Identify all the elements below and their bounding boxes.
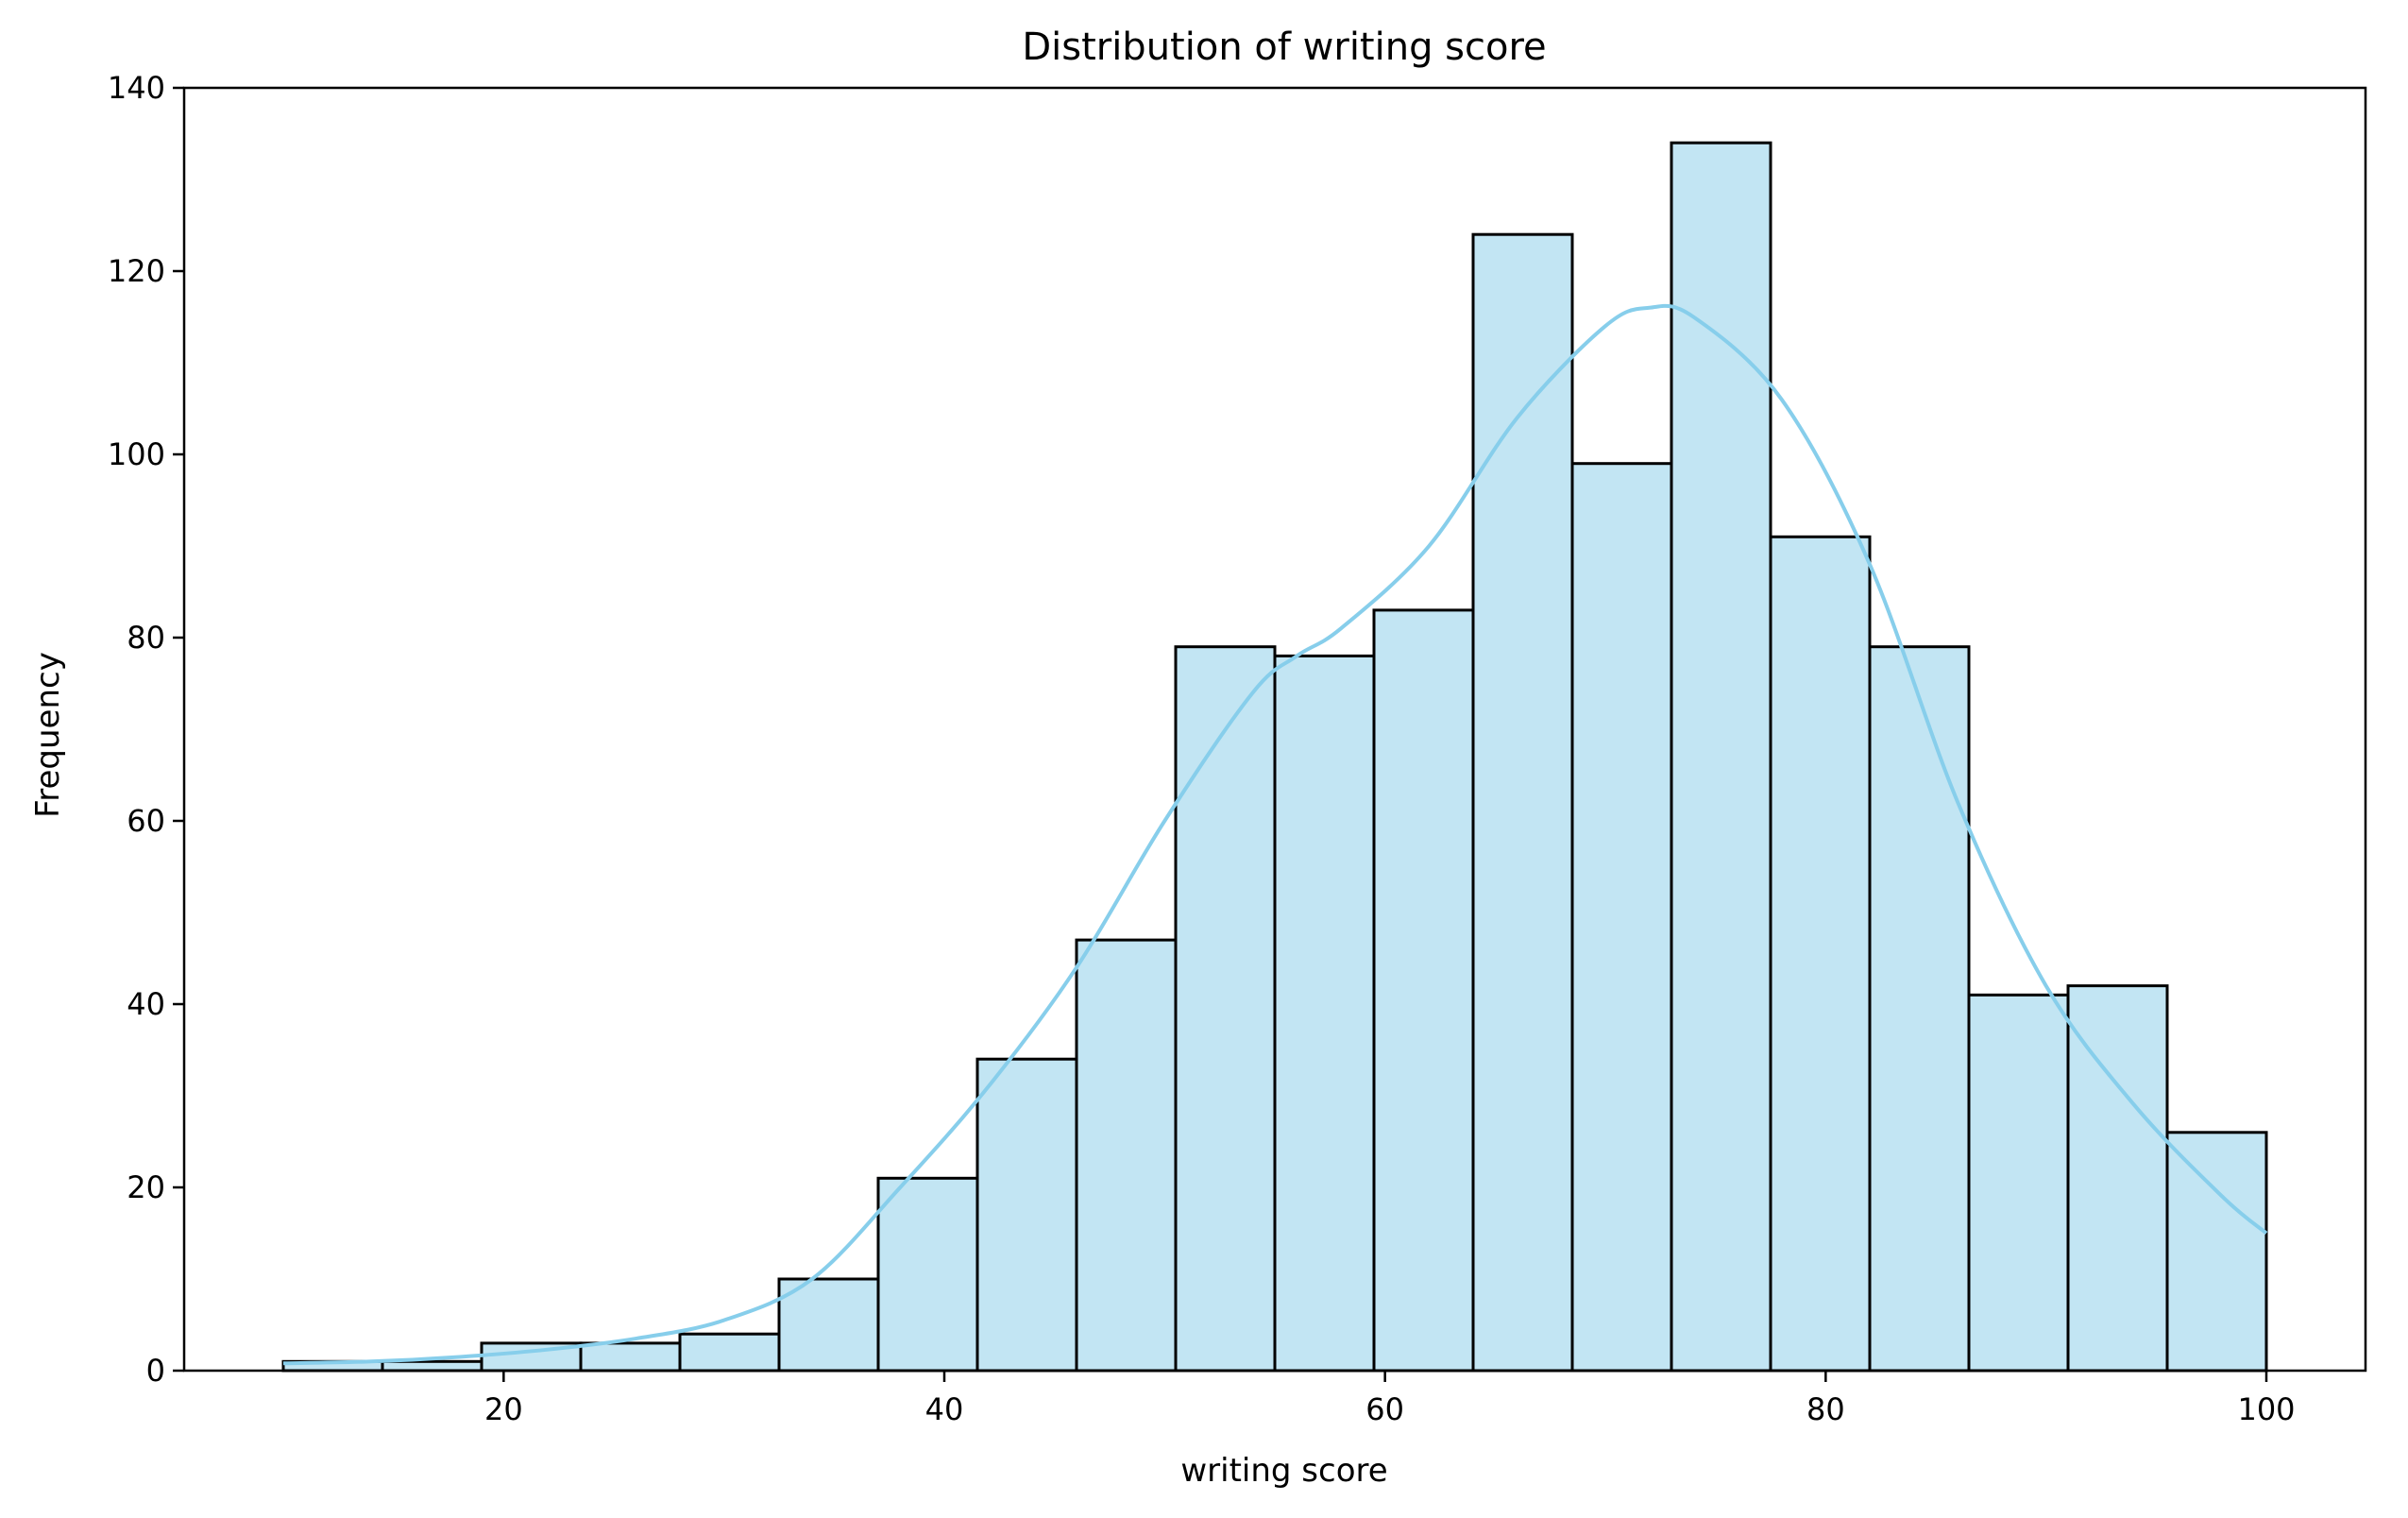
x-tick-label: 100 — [2237, 1391, 2295, 1427]
histogram-bar-13 — [1570, 462, 1673, 1373]
y-tick-label: 60 — [127, 803, 165, 839]
histogram-bar-11 — [1372, 608, 1475, 1373]
histogram-bar-16 — [1868, 645, 1971, 1373]
y-axis-ticks: 0 20 40 60 80 100 120 140 — [108, 70, 184, 1389]
x-tick-label: 20 — [484, 1391, 523, 1427]
histogram-bars — [281, 141, 2268, 1373]
histogram-bar-6 — [876, 1176, 979, 1373]
histogram-bar-7 — [975, 1057, 1078, 1373]
histogram-bar-1 — [381, 1359, 483, 1373]
x-axis-label: writing score — [1180, 1452, 1387, 1490]
y-tick-label: 20 — [127, 1169, 165, 1205]
axes-frame — [182, 86, 2367, 1373]
y-tick-label: 0 — [146, 1353, 165, 1389]
histogram-bar-17 — [1967, 993, 2070, 1373]
kde-line — [282, 303, 2268, 1366]
histogram-bar-10 — [1273, 654, 1376, 1373]
y-axis-label: Frequency — [29, 652, 67, 818]
y-tick-label: 100 — [108, 436, 165, 472]
histogram-bar-12 — [1471, 232, 1574, 1373]
x-axis-ticks: 20 40 60 80 100 — [484, 1371, 2296, 1427]
x-tick-label: 60 — [1365, 1391, 1404, 1427]
y-tick-label: 40 — [127, 986, 165, 1022]
histogram-bar-19 — [2165, 1131, 2268, 1373]
histogram-bar-4 — [678, 1332, 781, 1373]
y-tick-label: 120 — [108, 253, 165, 289]
histogram-bar-14 — [1670, 141, 1772, 1373]
histogram-bar-8 — [1075, 938, 1178, 1373]
histogram-bar-3 — [579, 1341, 682, 1373]
y-tick-label: 140 — [108, 70, 165, 106]
x-tick-label: 40 — [925, 1391, 964, 1427]
x-tick-label: 80 — [1806, 1391, 1845, 1427]
histogram-bar-9 — [1174, 645, 1277, 1373]
y-tick-label: 80 — [127, 620, 165, 656]
chart-title: Distribution of writing score — [1022, 26, 1546, 69]
histogram-bar-15 — [1769, 535, 1872, 1373]
